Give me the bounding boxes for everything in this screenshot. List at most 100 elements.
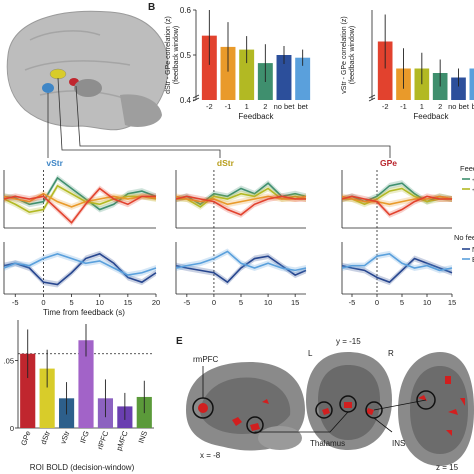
x-tick-label: INS bbox=[136, 430, 149, 445]
sagittal-cerebellum bbox=[258, 426, 302, 450]
bottom-series-band-0 bbox=[4, 250, 156, 288]
legend-label: +2 bbox=[472, 175, 474, 184]
x-axis-label: Feedback bbox=[413, 112, 449, 121]
timecourse-dStr: dStr -5 0 5 10 15 bbox=[175, 158, 307, 307]
x-tick-label: 1 bbox=[245, 102, 249, 111]
x-tick-label: -5 bbox=[183, 298, 190, 307]
top-series-band-0 bbox=[4, 174, 156, 213]
legend-label: B bbox=[472, 255, 474, 264]
bar-GPe bbox=[20, 353, 36, 428]
bar-chart-dStr-GPe: 0.4 0.5 0.6 -2 -1 1 2 no bet bet Feedback dStr - G… bbox=[165, 6, 311, 121]
x-tick-label: 5 bbox=[239, 298, 243, 307]
timecourse-vStr: vStr -5 0 5 10 15 20 Time from feedback (s) bbox=[3, 158, 160, 317]
legend-label: N bbox=[472, 245, 474, 254]
x-tick-label: 5 bbox=[69, 298, 73, 307]
x-tick-label: bet bbox=[297, 102, 308, 111]
y-axis-label-line: vStr - GPe correlation (z) bbox=[341, 16, 348, 93]
region-label-vStr: vStr bbox=[46, 158, 63, 168]
top-series-line-2 bbox=[3, 192, 157, 208]
axis-break-mark bbox=[192, 94, 200, 102]
panel-e-letter: E bbox=[176, 336, 183, 347]
top-series-line-1 bbox=[342, 187, 452, 206]
y-tick-label: 0 bbox=[10, 424, 14, 433]
x-tick-label: no bet bbox=[448, 102, 470, 111]
bar-IFG bbox=[78, 340, 94, 428]
axis-break-mark bbox=[368, 94, 376, 102]
x-tick-label: -1 bbox=[400, 102, 407, 111]
top-series-line-0 bbox=[341, 182, 453, 203]
region-vStr bbox=[42, 83, 54, 93]
label-R: R bbox=[388, 349, 394, 358]
region-label-GPe: GPe bbox=[380, 158, 397, 168]
axial-circle bbox=[416, 390, 436, 410]
x-tick-label: IFG bbox=[78, 429, 91, 444]
label-rmpfc: rmPFC bbox=[193, 355, 219, 364]
timecourse-GPe: GPe -5 0 5 10 15 Feed +2+1 No fee NB bbox=[341, 158, 474, 307]
x-tick-label: 10 bbox=[423, 298, 431, 307]
top-series-line-0 bbox=[175, 182, 307, 206]
ins-circle-left bbox=[315, 401, 333, 419]
x-tick-label: 2 bbox=[438, 102, 442, 111]
thalamus-connector bbox=[254, 411, 349, 433]
x-axis-label: ROI BOLD (decision-window) bbox=[30, 463, 135, 472]
panel-e-brains bbox=[186, 352, 474, 466]
y-axis-label-line: dStr - GPe correlation (z) bbox=[165, 16, 172, 94]
bottom-series-band-1 bbox=[342, 250, 452, 274]
brain-illustration bbox=[6, 10, 169, 131]
bar--2 bbox=[377, 41, 393, 100]
bottom-series-line-1 bbox=[175, 250, 307, 272]
bar--2 bbox=[201, 35, 217, 100]
brainstem-shape bbox=[74, 79, 102, 97]
label-ins: INS bbox=[392, 439, 405, 448]
bar-bet bbox=[295, 57, 311, 100]
x-tick-label: GPe bbox=[19, 430, 33, 447]
y-tick-label: .05 bbox=[4, 357, 14, 366]
y-axis-label: dStr - GPe correlation (z)(feedback wind… bbox=[165, 16, 180, 94]
bar-dStr bbox=[39, 368, 55, 428]
x-tick-label: 0 bbox=[41, 298, 45, 307]
label-x-coordinate: x = -8 bbox=[200, 451, 221, 460]
x-tick-label: -1 bbox=[225, 102, 232, 111]
label-L: L bbox=[308, 349, 313, 358]
connector-GPe bbox=[75, 85, 391, 158]
x-tick-label: -5 bbox=[349, 298, 356, 307]
x-tick-label: 20 bbox=[152, 298, 160, 307]
top-series-band-3 bbox=[176, 193, 306, 218]
bar-no-bet bbox=[276, 55, 292, 100]
bottom-series-band-1 bbox=[4, 250, 156, 279]
x-tick-label: 15 bbox=[124, 298, 132, 307]
x-tick-label: -5 bbox=[12, 298, 19, 307]
bar-chart-roi: 0 .05 GPe dStr vStr IFG rlPFC pMFC INS ROI BOLD (… bbox=[4, 320, 154, 472]
x-tick-label: -2 bbox=[206, 102, 213, 111]
x-tick-label: rlPFC bbox=[95, 429, 110, 451]
bottom-series-band-1 bbox=[176, 248, 306, 274]
top-series-line-3 bbox=[341, 195, 452, 216]
x-tick-label: 1 bbox=[420, 102, 424, 111]
y-tick-label: 0.4 bbox=[180, 96, 192, 105]
activation-rmpfc-blob bbox=[198, 403, 208, 413]
y-axis-label-line: (feedback window) bbox=[173, 26, 180, 84]
top-series-line-3 bbox=[3, 187, 156, 224]
x-tick-label: no bet bbox=[274, 102, 296, 111]
bar-1 bbox=[239, 49, 255, 100]
x-tick-label: pMFC bbox=[114, 429, 130, 452]
x-tick-label: bet bbox=[472, 102, 474, 111]
x-axis-label: Time from feedback (s) bbox=[43, 308, 125, 317]
x-tick-label: 10 bbox=[264, 298, 272, 307]
activation-sagittal bbox=[232, 399, 269, 431]
axial-connector bbox=[373, 399, 427, 411]
bottom-series-band-0 bbox=[176, 253, 306, 286]
sagittal-inner bbox=[200, 377, 291, 435]
top-series-band-2 bbox=[4, 190, 156, 210]
y-axis-label: vStr - GPe correlation (z)(feedback wind… bbox=[341, 16, 356, 93]
x-tick-label: 2 bbox=[263, 102, 267, 111]
y-tick-label: 0.6 bbox=[180, 6, 192, 15]
x-tick-label: vStr bbox=[58, 429, 71, 445]
axial-inner bbox=[410, 366, 468, 454]
activation-coronal bbox=[322, 402, 374, 415]
top-series-band-3 bbox=[4, 185, 156, 226]
x-tick-label: 5 bbox=[400, 298, 404, 307]
x-tick-label: 0 bbox=[212, 298, 216, 307]
label-z-coordinate: z = 15 bbox=[436, 463, 459, 472]
